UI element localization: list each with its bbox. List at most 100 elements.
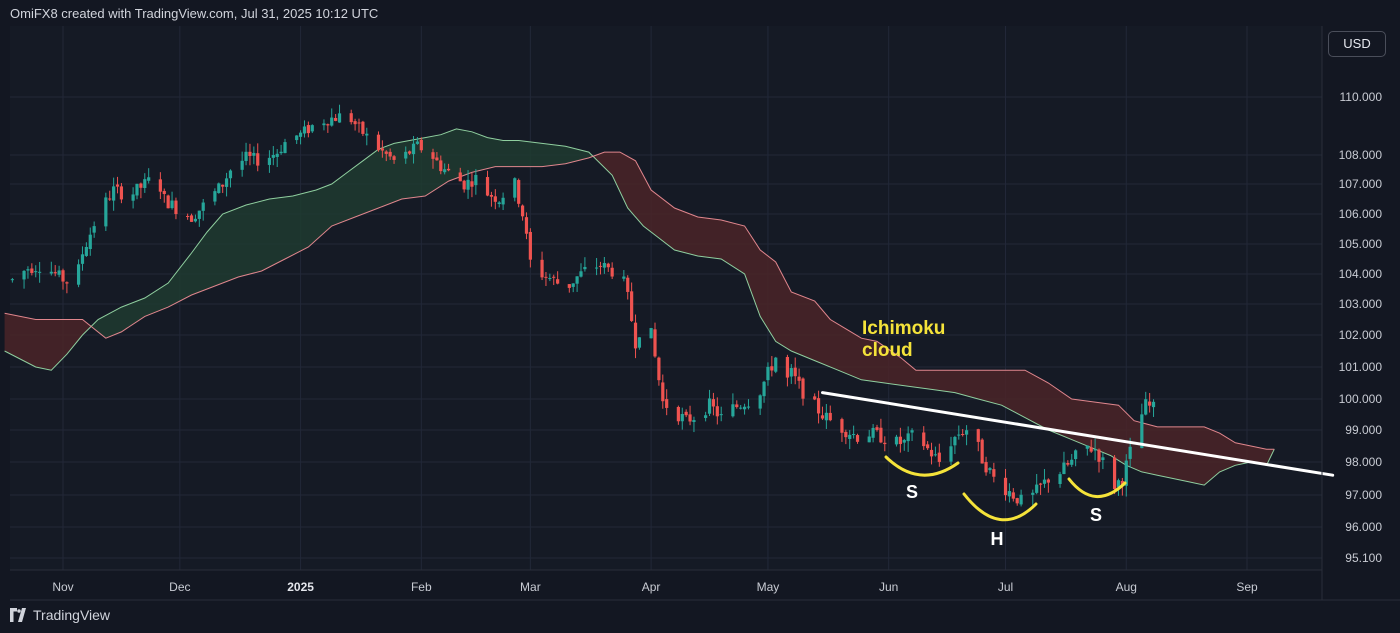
candle-body <box>349 113 353 123</box>
y-tick-label: 101.000 <box>1339 360 1383 374</box>
candle-body <box>633 322 638 349</box>
candle-body <box>112 186 116 201</box>
senkou-span-b-line <box>4 151 1275 450</box>
candle-body <box>92 226 96 233</box>
candle-body <box>867 436 871 443</box>
candle-body <box>435 157 439 161</box>
candle-body <box>470 181 474 187</box>
candle-body <box>170 200 174 209</box>
candle-body <box>797 376 801 381</box>
candle-body <box>1019 494 1023 505</box>
candle-body <box>785 356 790 378</box>
senkou-span-a-line <box>4 128 1275 486</box>
candle-body <box>408 151 412 154</box>
candle-body <box>1074 450 1078 460</box>
candle-body <box>193 218 198 222</box>
candle-body <box>384 151 388 154</box>
candle-body <box>676 406 680 422</box>
candle-body <box>739 407 743 409</box>
candle-body <box>143 179 147 188</box>
candle-body <box>961 434 965 436</box>
candle-body <box>762 381 766 397</box>
candle-body <box>310 125 314 132</box>
candle-body <box>419 139 423 151</box>
y-tick-label: 97.000 <box>1345 488 1382 502</box>
candle-body <box>926 444 930 449</box>
x-tick-label: Apr <box>642 580 661 594</box>
candle-body <box>493 196 497 202</box>
candle-body <box>104 197 108 227</box>
candle-body <box>731 404 735 417</box>
candle-body <box>174 200 178 215</box>
x-tick-label: Nov <box>52 580 73 594</box>
candle-body <box>1089 447 1093 452</box>
candle-body <box>22 270 26 280</box>
candle-body <box>571 283 575 287</box>
candle-body <box>630 291 634 321</box>
candle-body <box>1042 479 1047 484</box>
candle-body <box>1015 498 1019 504</box>
candle-body <box>980 439 984 464</box>
candle-body <box>1151 401 1156 408</box>
candle-body <box>1062 462 1066 475</box>
candle-body <box>1116 480 1121 488</box>
candle-body <box>224 178 229 187</box>
candle-body <box>871 427 875 438</box>
candle-body <box>937 452 941 462</box>
candle-body <box>166 195 170 209</box>
candle-body <box>326 124 330 126</box>
chart-axes: 110.000 108.000 107.000 106.000 105.000 104.0… <box>10 26 1400 601</box>
candle-body <box>392 156 396 160</box>
candle-body <box>902 440 906 443</box>
candle-body <box>189 215 194 222</box>
y-tick-label: 108.000 <box>1339 148 1383 162</box>
candle-body <box>228 170 233 179</box>
currency-button[interactable]: USD <box>1328 31 1386 57</box>
candle-body <box>602 263 606 268</box>
candle-body <box>1144 399 1148 415</box>
candle-body <box>57 270 61 275</box>
candle-body <box>84 246 88 256</box>
candle-body <box>626 277 630 292</box>
candle-body <box>61 270 65 282</box>
candle-body <box>439 160 443 172</box>
candle-body <box>267 157 272 165</box>
candle-body <box>661 382 665 402</box>
candle-body <box>201 202 205 211</box>
candle-body <box>1031 492 1035 495</box>
candle-body <box>855 435 860 442</box>
candle-body <box>65 282 69 284</box>
y-tick-label: 95.100 <box>1345 551 1382 565</box>
candle-body <box>353 121 357 125</box>
candle-body <box>528 231 532 260</box>
candle-body <box>1112 457 1117 490</box>
candle-body <box>76 264 81 285</box>
candle-body <box>988 468 992 471</box>
candle-body <box>957 434 961 436</box>
candle-body <box>1058 474 1062 484</box>
candle-body <box>357 122 361 124</box>
candle-body <box>707 398 712 414</box>
candle-body <box>637 337 642 348</box>
chart-attribution: OmiFX8 created with TradingView.com, Jul… <box>10 6 379 21</box>
footer: TradingView <box>10 607 110 623</box>
candle-body <box>1011 492 1015 499</box>
candle-body <box>337 113 342 123</box>
candle-body <box>933 454 938 456</box>
candle-body <box>610 267 614 277</box>
candle-body <box>984 462 988 473</box>
candle-body <box>446 168 451 171</box>
candle-body <box>217 183 221 194</box>
candle-body <box>462 180 466 190</box>
candle-body <box>330 117 334 126</box>
neckline-trendline <box>820 391 1335 477</box>
candle-body <box>883 442 887 445</box>
candle-body <box>213 191 217 202</box>
candle-body <box>906 433 910 442</box>
head-arc <box>962 492 1038 522</box>
candle-body <box>567 284 571 288</box>
cloud-label-text: Ichimoku <box>862 318 945 339</box>
candle-body <box>594 267 599 269</box>
candle-body <box>131 194 135 201</box>
